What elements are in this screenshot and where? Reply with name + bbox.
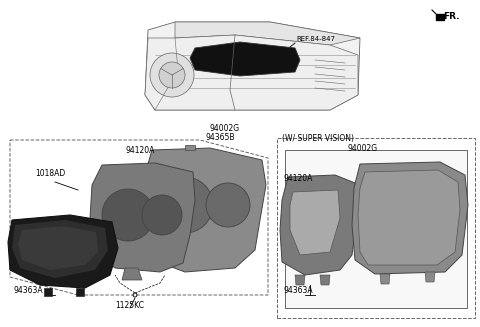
Polygon shape: [145, 22, 360, 110]
Polygon shape: [425, 272, 435, 282]
Circle shape: [206, 183, 250, 227]
Text: 94365B: 94365B: [205, 133, 235, 142]
Text: 94120A: 94120A: [125, 146, 155, 155]
Polygon shape: [295, 275, 305, 285]
Polygon shape: [190, 42, 300, 76]
Polygon shape: [185, 145, 195, 150]
Polygon shape: [280, 175, 358, 275]
Polygon shape: [44, 288, 52, 296]
Circle shape: [142, 195, 182, 235]
Polygon shape: [175, 22, 360, 45]
Polygon shape: [140, 148, 266, 272]
Polygon shape: [380, 274, 390, 284]
Text: 1125KC: 1125KC: [116, 301, 144, 310]
Text: REF.84-847: REF.84-847: [296, 36, 335, 42]
Text: 94002G: 94002G: [210, 124, 240, 133]
Polygon shape: [290, 190, 340, 255]
Circle shape: [102, 189, 154, 241]
Polygon shape: [436, 14, 444, 20]
Text: FR.: FR.: [443, 12, 459, 21]
Polygon shape: [145, 35, 358, 110]
Polygon shape: [8, 215, 118, 288]
Text: 1018AD: 1018AD: [35, 169, 65, 178]
Polygon shape: [76, 288, 84, 296]
Text: 94363A: 94363A: [284, 286, 313, 295]
Polygon shape: [90, 163, 195, 272]
Text: 94002G: 94002G: [348, 144, 378, 153]
Circle shape: [159, 62, 185, 88]
Circle shape: [157, 177, 213, 233]
Polygon shape: [358, 170, 460, 265]
Polygon shape: [12, 220, 108, 278]
Polygon shape: [320, 275, 330, 285]
Circle shape: [150, 53, 194, 97]
Polygon shape: [122, 268, 142, 280]
Text: 94363A: 94363A: [14, 286, 44, 295]
Bar: [285, 150, 467, 308]
Text: (W/ SUPER VISION): (W/ SUPER VISION): [282, 134, 354, 143]
Polygon shape: [18, 226, 98, 270]
Bar: [277, 138, 475, 318]
Text: 94360D: 94360D: [14, 221, 44, 230]
Polygon shape: [352, 162, 468, 274]
Text: 94120A: 94120A: [284, 174, 313, 183]
